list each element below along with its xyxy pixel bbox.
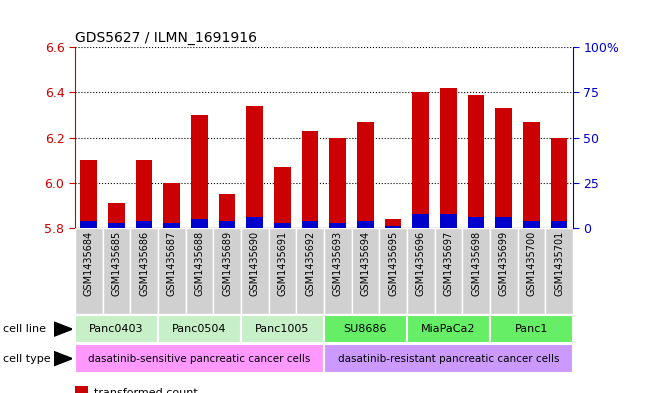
Text: SU8686: SU8686: [344, 324, 387, 334]
Bar: [191, 115, 208, 228]
Bar: [219, 194, 235, 228]
Bar: [108, 224, 125, 228]
Bar: [467, 95, 484, 228]
Text: GDS5627 / ILMN_1691916: GDS5627 / ILMN_1691916: [75, 31, 257, 45]
Text: GSM1435694: GSM1435694: [361, 231, 370, 296]
Bar: [551, 138, 567, 228]
Bar: [246, 217, 263, 228]
Bar: [163, 224, 180, 228]
Bar: [268, 228, 296, 314]
Bar: [495, 217, 512, 228]
Bar: [329, 138, 346, 228]
Bar: [413, 92, 429, 228]
Bar: [352, 228, 379, 314]
Bar: [130, 228, 158, 314]
Bar: [219, 221, 235, 228]
Bar: [158, 315, 241, 343]
Text: GSM1435692: GSM1435692: [305, 231, 315, 296]
Text: GSM1435688: GSM1435688: [195, 231, 204, 296]
Bar: [551, 221, 567, 228]
Bar: [296, 228, 324, 314]
Bar: [435, 228, 462, 314]
Text: GSM1435691: GSM1435691: [277, 231, 287, 296]
Bar: [385, 219, 401, 228]
Text: cell line: cell line: [3, 324, 46, 334]
Bar: [495, 108, 512, 228]
Polygon shape: [54, 322, 72, 336]
Bar: [103, 228, 130, 314]
Bar: [163, 183, 180, 228]
Text: Panc0504: Panc0504: [172, 324, 227, 334]
Text: GSM1435696: GSM1435696: [416, 231, 426, 296]
Text: GSM1435686: GSM1435686: [139, 231, 149, 296]
Bar: [158, 228, 186, 314]
Bar: [462, 228, 490, 314]
Bar: [357, 221, 374, 228]
Text: transformed count: transformed count: [94, 388, 198, 393]
Text: GSM1435698: GSM1435698: [471, 231, 481, 296]
Bar: [467, 217, 484, 228]
Bar: [213, 228, 241, 314]
Text: MiaPaCa2: MiaPaCa2: [421, 324, 476, 334]
Bar: [135, 221, 152, 228]
Bar: [246, 106, 263, 228]
Text: GSM1435700: GSM1435700: [527, 231, 536, 296]
Bar: [108, 203, 125, 228]
Text: dasatinib-sensitive pancreatic cancer cells: dasatinib-sensitive pancreatic cancer ce…: [88, 354, 311, 364]
Text: GSM1435687: GSM1435687: [167, 231, 176, 296]
Bar: [186, 228, 213, 314]
Bar: [324, 344, 573, 373]
Bar: [191, 219, 208, 228]
Text: GSM1435693: GSM1435693: [333, 231, 342, 296]
Text: dasatinib-resistant pancreatic cancer cells: dasatinib-resistant pancreatic cancer ce…: [338, 354, 559, 364]
Bar: [75, 315, 158, 343]
Bar: [490, 315, 573, 343]
Text: GSM1435684: GSM1435684: [84, 231, 94, 296]
Bar: [324, 315, 407, 343]
Bar: [75, 386, 88, 393]
Bar: [440, 88, 457, 228]
Text: GSM1435695: GSM1435695: [388, 231, 398, 296]
Bar: [324, 228, 352, 314]
Text: GSM1435699: GSM1435699: [499, 231, 508, 296]
Text: cell type: cell type: [3, 354, 51, 364]
Bar: [357, 122, 374, 228]
Text: GSM1435701: GSM1435701: [554, 231, 564, 296]
Bar: [523, 122, 540, 228]
Bar: [523, 221, 540, 228]
Text: Panc1: Panc1: [515, 324, 548, 334]
Text: Panc1005: Panc1005: [255, 324, 310, 334]
Text: Panc0403: Panc0403: [89, 324, 144, 334]
Bar: [301, 131, 318, 228]
Bar: [75, 228, 103, 314]
Bar: [329, 224, 346, 228]
Bar: [75, 344, 324, 373]
Text: GSM1435690: GSM1435690: [250, 231, 260, 296]
Bar: [81, 160, 97, 228]
Bar: [413, 215, 429, 228]
Bar: [385, 226, 401, 228]
Bar: [407, 315, 490, 343]
Bar: [407, 228, 435, 314]
Bar: [241, 228, 269, 314]
Bar: [135, 160, 152, 228]
Bar: [379, 228, 407, 314]
Bar: [241, 315, 324, 343]
Bar: [301, 221, 318, 228]
Bar: [274, 224, 290, 228]
Bar: [490, 228, 518, 314]
Polygon shape: [54, 351, 72, 365]
Bar: [81, 221, 97, 228]
Text: GSM1435697: GSM1435697: [443, 231, 453, 296]
Bar: [545, 228, 573, 314]
Text: GSM1435685: GSM1435685: [111, 231, 121, 296]
Bar: [440, 215, 457, 228]
Bar: [274, 167, 290, 228]
Bar: [518, 228, 545, 314]
Text: GSM1435689: GSM1435689: [222, 231, 232, 296]
